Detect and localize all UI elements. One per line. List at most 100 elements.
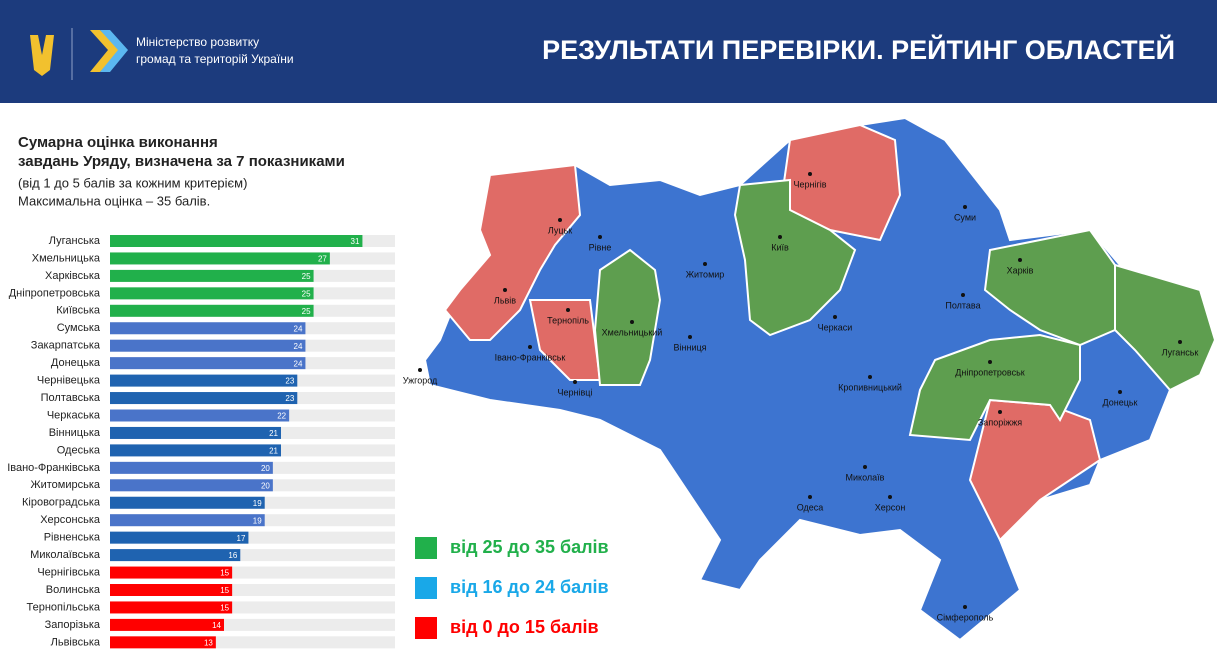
city-label: Херсон <box>875 502 906 512</box>
city-dot <box>688 335 692 339</box>
region <box>528 299 602 381</box>
city-label: Черкаси <box>818 322 853 332</box>
city-label: Полтава <box>945 300 980 310</box>
city-label: Кропивницький <box>838 382 902 392</box>
bar <box>110 409 290 422</box>
value-label: 15 <box>220 586 229 595</box>
category-label: Чернівецька <box>37 375 101 387</box>
legend-label: від 0 до 15 балів <box>450 617 599 637</box>
bar <box>110 601 233 614</box>
value-label: 27 <box>318 255 327 264</box>
value-label: 15 <box>220 604 229 613</box>
bar <box>110 269 314 282</box>
value-label: 23 <box>285 377 294 386</box>
category-label: Івано-Франківська <box>7 462 101 474</box>
ministry-name: громад та територій України <box>136 52 294 66</box>
emblem <box>30 35 54 76</box>
city-label: Чернівці <box>558 387 593 397</box>
category-label: Херсонська <box>40 514 101 526</box>
category-label: Тернопільська <box>27 601 101 613</box>
bar <box>110 287 314 300</box>
category-label: Житомирська <box>30 479 100 491</box>
city-dot <box>998 410 1002 414</box>
city-dot <box>528 345 532 349</box>
city-dot <box>573 380 577 384</box>
city-dot <box>1018 258 1022 262</box>
value-label: 13 <box>204 638 213 647</box>
city-dot <box>888 495 892 499</box>
city-label: Запоріжжя <box>978 417 1022 427</box>
legend-label: від 25 до 35 балів <box>450 537 609 557</box>
value-label: 22 <box>277 412 286 421</box>
value-label: 19 <box>253 516 262 525</box>
city-label: Київ <box>771 242 789 252</box>
ministry-name: Міністерство розвитку <box>136 35 259 49</box>
category-label: Кіровоградська <box>22 497 101 509</box>
value-label: 24 <box>294 342 303 351</box>
city-label: Суми <box>954 212 976 222</box>
page-title: РЕЗУЛЬТАТИ ПЕРЕВІРКИ. РЕЙТИНГ ОБЛАСТЕЙ <box>542 34 1175 65</box>
bar <box>110 531 249 544</box>
bar <box>110 426 281 439</box>
value-label: 31 <box>351 237 360 246</box>
city-dot <box>961 293 965 297</box>
city-label: Дніпропетровськ <box>955 367 1025 377</box>
category-label: Одеська <box>57 444 101 456</box>
city-dot <box>566 308 570 312</box>
city-dot <box>1118 390 1122 394</box>
value-label: 23 <box>285 394 294 403</box>
category-label: Вінницька <box>49 427 101 439</box>
chart-title: Сумарна оцінка виконання <box>18 134 218 151</box>
city-dot <box>418 368 422 372</box>
city-dot <box>868 375 872 379</box>
region <box>908 333 1081 442</box>
category-label: Рівненська <box>44 532 101 544</box>
city-label: Чернігів <box>793 179 826 189</box>
bar <box>110 636 216 649</box>
bar <box>110 357 306 370</box>
city-dot <box>630 320 634 324</box>
bar <box>110 374 298 387</box>
category-label: Дніпропетровська <box>9 287 101 299</box>
value-label: 20 <box>261 464 270 473</box>
value-label: 16 <box>228 551 237 560</box>
category-label: Харківська <box>45 270 101 282</box>
city-dot <box>988 360 992 364</box>
category-label: Запорізька <box>45 619 101 631</box>
city-dot <box>1178 340 1182 344</box>
bar <box>110 514 265 527</box>
city-dot <box>703 262 707 266</box>
value-label: 14 <box>212 621 221 630</box>
city-dot <box>833 315 837 319</box>
bar <box>110 322 306 335</box>
bar <box>110 252 330 265</box>
category-label: Донецька <box>51 357 101 369</box>
map <box>423 116 1217 642</box>
value-label: 19 <box>253 499 262 508</box>
city-dot <box>808 495 812 499</box>
city-dot <box>808 172 812 176</box>
legend-label: від 16 до 24 балів <box>450 577 609 597</box>
city-dot <box>503 288 507 292</box>
city-dot <box>558 218 562 222</box>
bar <box>110 304 314 317</box>
category-label: Хмельницька <box>32 252 101 264</box>
city-dot <box>598 235 602 239</box>
value-label: 21 <box>269 429 278 438</box>
logo <box>90 30 120 72</box>
city-label: Луганськ <box>1162 347 1199 357</box>
bar <box>110 235 363 247</box>
value-label: 24 <box>294 324 303 333</box>
category-label: Львівська <box>51 636 101 648</box>
category-label: Закарпатська <box>31 340 101 352</box>
header-bar <box>0 0 1217 103</box>
region <box>593 248 662 386</box>
legend-swatch <box>415 537 437 559</box>
region <box>443 163 582 341</box>
category-label: Миколаївська <box>30 549 101 561</box>
category-label: Волинська <box>46 584 101 596</box>
bar <box>110 392 298 405</box>
city-label: Миколаїв <box>846 472 885 482</box>
value-label: 20 <box>261 481 270 490</box>
